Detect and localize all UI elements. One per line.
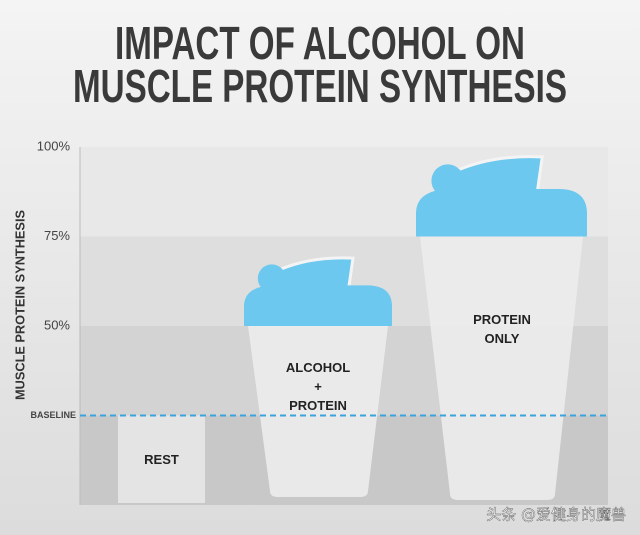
title-line: IMPACT OF ALCOHOL ON — [115, 17, 525, 69]
category-label: REST — [144, 452, 179, 468]
bar — [420, 236, 583, 500]
y-tick-label: 100% — [37, 138, 71, 153]
category-label: PROTEIN ONLY — [473, 312, 531, 346]
y-tick-label: 50% — [44, 317, 70, 332]
watermark: 头条 @爱健身的魔兽 — [486, 506, 626, 524]
lid — [416, 188, 587, 237]
title-line: MUSCLE PROTEIN SYNTHESIS — [73, 60, 567, 112]
y-tick-label: BASELINE — [30, 410, 76, 420]
bar — [248, 326, 388, 497]
y-axis-label: MUSCLE PROTEIN SYNTHESIS — [12, 210, 27, 400]
category-label: ALCOHOL + PROTEIN — [285, 360, 351, 413]
bar — [118, 415, 205, 503]
lid — [244, 285, 392, 326]
y-tick-label: 75% — [44, 228, 70, 243]
lid-flap — [454, 155, 544, 193]
